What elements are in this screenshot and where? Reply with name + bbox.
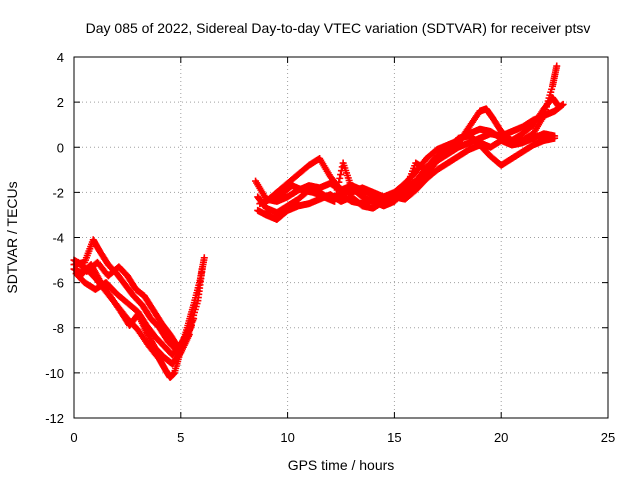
x-tick-label: 0 (70, 430, 77, 445)
y-tick-labels: -12 -10 -8 -6 -4 -2 0 2 4 (45, 50, 64, 426)
data-point (337, 171, 345, 179)
data-point (190, 315, 198, 323)
x-tick-label: 15 (387, 430, 401, 445)
y-tick-label: -12 (45, 411, 64, 426)
data-point (336, 174, 344, 182)
data-point (331, 197, 339, 205)
y-tick-label: -2 (52, 185, 64, 200)
data-point (200, 254, 208, 262)
y-tick-label: 2 (57, 95, 64, 110)
y-tick-label: 4 (57, 50, 64, 65)
data-points (70, 62, 567, 381)
data-point (198, 265, 206, 273)
x-tick-label: 10 (280, 430, 294, 445)
series-10 (256, 130, 559, 210)
x-tick-label: 5 (177, 430, 184, 445)
x-tick-labels: 0 5 10 15 20 25 (70, 430, 615, 445)
axis-ticks (73, 56, 609, 419)
data-point (332, 190, 340, 198)
series-5 (74, 258, 198, 352)
data-point (335, 178, 343, 186)
y-tick-label: -4 (52, 231, 64, 246)
y-tick-label: -10 (45, 366, 64, 381)
data-point (331, 194, 339, 202)
y-tick-label: -8 (52, 321, 64, 336)
data-point (333, 186, 341, 194)
series-7 (254, 100, 567, 217)
y-tick-label: -6 (52, 276, 64, 291)
x-tick-label: 20 (494, 430, 508, 445)
data-point (551, 132, 559, 140)
data-point (555, 103, 563, 111)
chart-title: Day 085 of 2022, Sidereal Day-to-day VTE… (86, 20, 591, 36)
x-tick-label: 25 (601, 430, 615, 445)
data-point (400, 187, 408, 195)
series-3 (70, 236, 195, 354)
data-point (334, 182, 342, 190)
y-tick-label: 0 (57, 140, 64, 155)
y-axis-title: SDTVAR / TECUs (4, 181, 20, 293)
x-axis-title: GPS time / hours (288, 457, 395, 473)
grid (74, 57, 608, 418)
data-point (553, 62, 561, 70)
